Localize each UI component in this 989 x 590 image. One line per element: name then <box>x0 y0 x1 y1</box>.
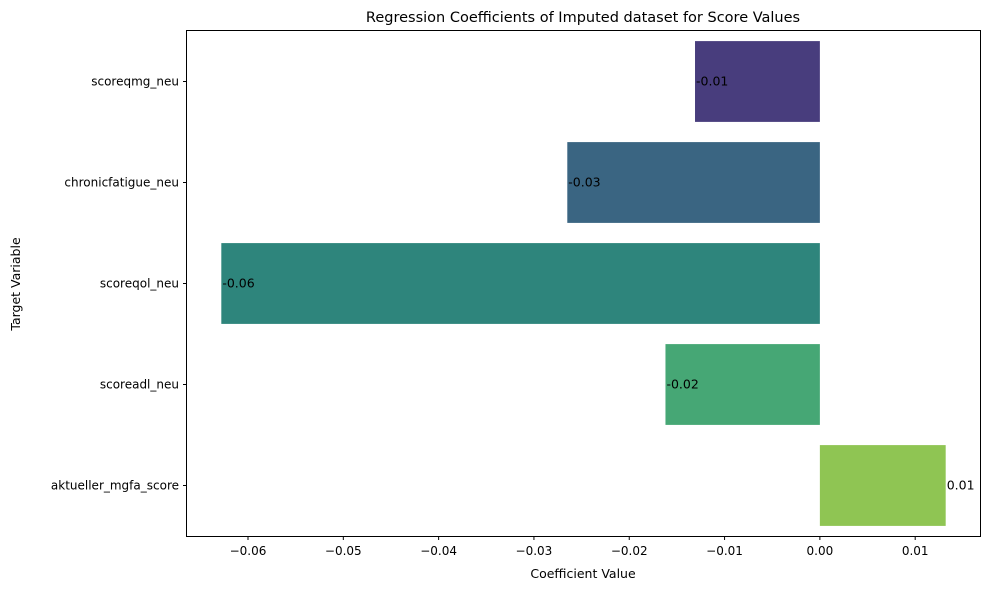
data-label-scoreqol_neu: -0.06 <box>222 276 254 291</box>
x-tick-label: 0.01 <box>902 544 929 558</box>
bar-scoreqmg_neu <box>695 41 820 122</box>
y-tick-label: scoreqmg_neu <box>91 75 179 89</box>
x-tick-label: −0.02 <box>611 544 648 558</box>
y-tick-label: aktueller_mgfa_score <box>51 479 179 493</box>
x-axis: −0.06 −0.05 −0.04 −0.03 −0.02 −0.01 0.00 0.01 <box>230 536 929 558</box>
y-tick-label: chronicfatigue_neu <box>64 176 179 190</box>
data-label-aktueller_mgfa_score: 0.01 <box>947 478 975 493</box>
x-axis-title: Coefficient Value <box>530 566 636 581</box>
x-tick-label: −0.01 <box>706 544 743 558</box>
data-label-chronicfatigue_neu: -0.03 <box>568 175 600 190</box>
data-label-scoreqmg_neu: -0.01 <box>696 74 728 89</box>
x-tick-label: −0.03 <box>516 544 553 558</box>
x-tick-label: −0.04 <box>420 544 457 558</box>
x-tick-label: −0.06 <box>230 544 267 558</box>
y-tick-label: scoreqol_neu <box>100 277 179 291</box>
bar-aktueller_mgfa_score <box>819 445 946 526</box>
data-labels-group: -0.01 -0.03 -0.06 -0.02 0.01 <box>222 74 974 493</box>
x-tick-label: 0.00 <box>807 544 834 558</box>
bar-chronicfatigue_neu <box>567 142 820 223</box>
bar-scoreqol_neu <box>221 243 820 324</box>
chart-title: Regression Coefficients of Imputed datas… <box>366 10 800 26</box>
bars-group <box>221 41 946 526</box>
y-axis-title: Target Variable <box>8 237 23 332</box>
data-label-scoreadl_neu: -0.02 <box>666 377 698 392</box>
bar-scoreadl_neu <box>665 344 820 425</box>
x-tick-label: −0.05 <box>325 544 362 558</box>
y-tick-label: scoreadl_neu <box>100 378 179 392</box>
y-axis: scoreqmg_neu chronicfatigue_neu scoreqol_n… <box>51 75 187 493</box>
